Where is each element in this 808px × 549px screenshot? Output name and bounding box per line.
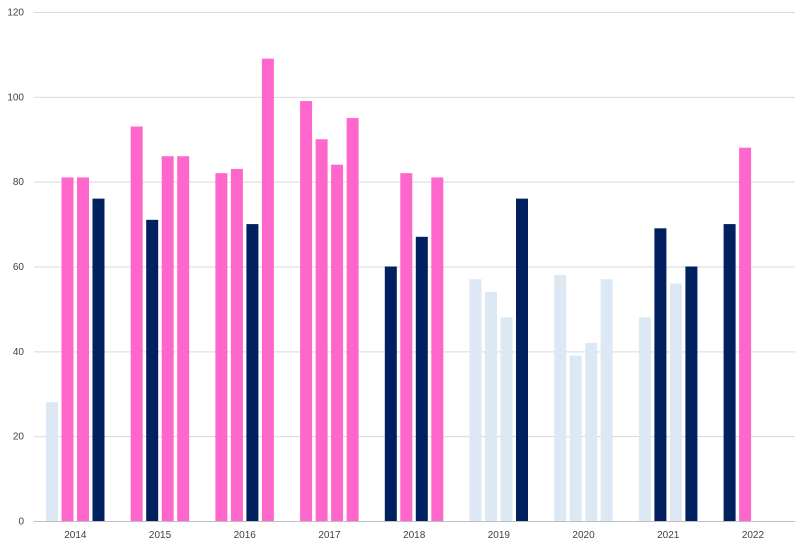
bar-2014-1 xyxy=(46,402,58,521)
x-tick-label-2017: 2017 xyxy=(318,530,341,541)
bar-2018-3 xyxy=(415,236,428,521)
bars xyxy=(46,58,752,522)
bar-2015-4 xyxy=(177,156,190,521)
x-tick-label-2022: 2022 xyxy=(742,530,765,541)
x-tick-label-2018: 2018 xyxy=(403,530,426,541)
y-tick-label-100: 100 xyxy=(7,92,24,103)
bar-2020-2 xyxy=(569,355,582,521)
y-tick-label-40: 40 xyxy=(13,347,25,358)
bar-2016-2 xyxy=(230,168,243,522)
bar-2020-3 xyxy=(585,342,598,521)
bar-2020-1 xyxy=(554,274,567,521)
x-tick-label-2016: 2016 xyxy=(234,530,257,541)
bar-2019-2 xyxy=(485,291,497,521)
y-tick-label-60: 60 xyxy=(13,262,25,273)
bar-2018-1 xyxy=(384,266,397,521)
bar-2015-2 xyxy=(146,219,159,521)
bar-2015-3 xyxy=(161,156,174,521)
bar-2016-4 xyxy=(261,58,274,522)
bar-2020-4 xyxy=(600,279,613,521)
bar-2018-2 xyxy=(400,173,413,521)
bar-2017-2 xyxy=(315,139,328,521)
bar-2014-3 xyxy=(77,177,89,522)
bar-2022-2 xyxy=(739,147,752,521)
bar-2017-1 xyxy=(300,101,313,521)
y-axis-ticks: 0 20 40 60 80 100 120 xyxy=(7,8,24,528)
bar-2019-1 xyxy=(469,279,482,521)
y-tick-label-0: 0 xyxy=(18,517,24,528)
x-axis-ticks: 2014 2015 2016 2017 2018 2019 2020 2021 2022 xyxy=(64,530,764,541)
bar-2014-2 xyxy=(61,177,74,522)
bar-2017-3 xyxy=(331,164,344,521)
x-tick-label-2020: 2020 xyxy=(572,530,595,541)
x-tick-label-2014: 2014 xyxy=(64,530,87,541)
y-tick-label-80: 80 xyxy=(13,177,25,188)
bar-2015-1 xyxy=(130,126,143,522)
bar-2021-4 xyxy=(685,266,698,521)
y-tick-label-20: 20 xyxy=(13,432,25,443)
bar-2016-1 xyxy=(215,173,228,521)
bar-2019-3 xyxy=(500,317,513,521)
x-tick-label-2021: 2021 xyxy=(657,530,680,541)
x-tick-label-2019: 2019 xyxy=(488,530,511,541)
y-tick-label-120: 120 xyxy=(7,8,24,19)
bar-2021-1 xyxy=(638,317,651,521)
bar-2014-4 xyxy=(92,198,105,521)
bar-2018-4 xyxy=(431,177,444,522)
bar-2022-1 xyxy=(723,224,736,522)
x-tick-label-2015: 2015 xyxy=(149,530,172,541)
bar-2016-3 xyxy=(246,224,259,522)
bar-2021-2 xyxy=(654,228,667,521)
bar-2021-3 xyxy=(669,283,682,521)
bar-2017-4 xyxy=(346,118,359,522)
bar-2019-4 xyxy=(516,198,528,521)
gridlines xyxy=(34,12,795,522)
